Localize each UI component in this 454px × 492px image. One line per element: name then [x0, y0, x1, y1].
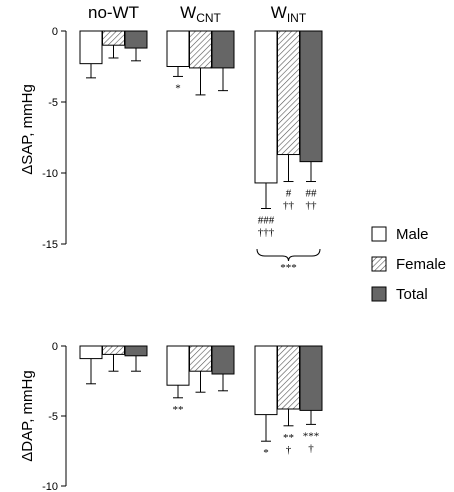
- bar: [254, 345, 278, 416]
- y-tick-label: -5: [48, 97, 58, 109]
- bar: [299, 30, 323, 163]
- bars-layer: [79, 30, 323, 442]
- bar: [166, 30, 190, 67]
- bracket-label: ***: [280, 262, 297, 274]
- legend-swatch: [371, 226, 387, 242]
- bar: [299, 345, 323, 411]
- y-tick-label: -10: [42, 168, 58, 180]
- legend: Male Female Total: [371, 226, 446, 303]
- y-tick-label: 0: [52, 26, 58, 38]
- legend-label: Total: [396, 286, 428, 303]
- bar: [166, 345, 190, 386]
- bar: [277, 30, 300, 156]
- bar: [189, 30, 212, 69]
- bar: [254, 30, 278, 184]
- legend-swatch: [371, 286, 387, 302]
- group-label: no-WT: [88, 3, 139, 22]
- y-tick-label: 0: [52, 341, 58, 353]
- bar: [102, 30, 125, 46]
- bar: [79, 345, 103, 360]
- legend-label: Male: [396, 226, 429, 243]
- y-tick-label: -5: [48, 411, 58, 423]
- y-tick-label: -10: [42, 481, 58, 492]
- bar: [79, 30, 103, 65]
- legend-swatch: [371, 256, 387, 272]
- significance-label: ##: [306, 188, 318, 200]
- bar: [102, 345, 125, 355]
- group-label: WCNT: [180, 3, 221, 25]
- bar: [124, 30, 148, 49]
- significance-label: ††: [306, 200, 318, 212]
- y-axis-label: ΔSAP, mmHg: [19, 84, 36, 175]
- significance-label: **: [173, 404, 184, 416]
- significance-label: †: [308, 442, 314, 454]
- significance-label: ###: [258, 215, 275, 227]
- bar: [211, 345, 235, 375]
- significance-label: †††: [258, 227, 275, 239]
- bar: [189, 345, 212, 372]
- significance-label: #: [286, 188, 292, 200]
- significance-label: **: [283, 432, 294, 444]
- y-tick-label: -15: [42, 239, 58, 251]
- significance-label: †: [286, 444, 292, 456]
- significance-bracket: [256, 248, 321, 262]
- legend-label: Female: [396, 256, 446, 273]
- bar: [124, 345, 148, 357]
- bar: [277, 345, 300, 410]
- significance-label: ***: [303, 430, 320, 442]
- significance-label: ††: [283, 200, 295, 212]
- axes-layer: [61, 30, 67, 487]
- significance-label: *: [263, 447, 269, 459]
- significance-label: *: [175, 82, 181, 94]
- group-label: WINT: [271, 3, 307, 25]
- y-axis-label: ΔDAP, mmHg: [19, 370, 36, 461]
- bar: [211, 30, 235, 69]
